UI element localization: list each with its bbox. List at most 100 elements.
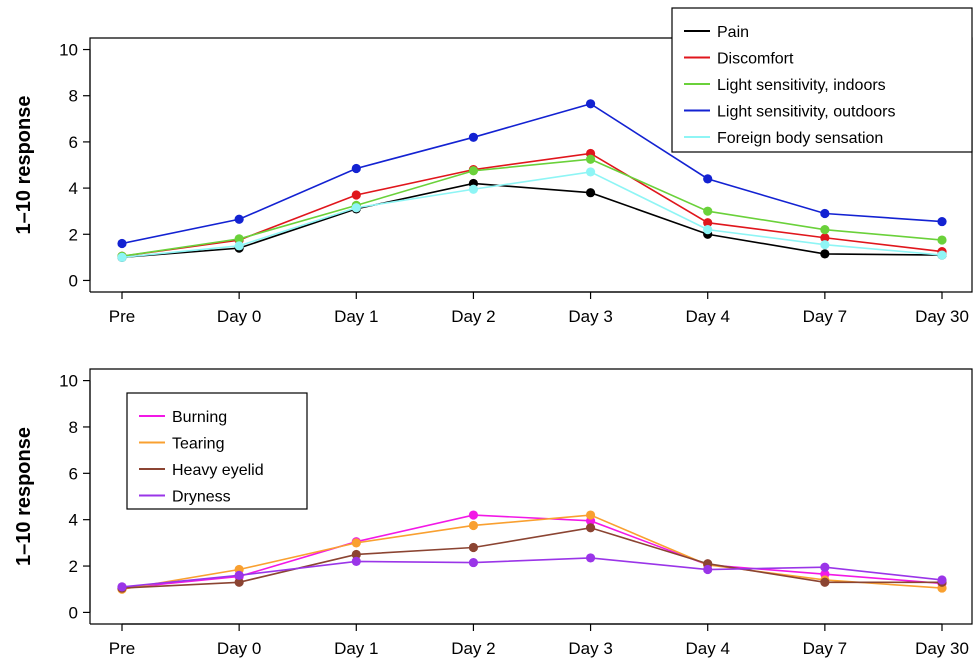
data-point xyxy=(468,542,479,553)
data-point xyxy=(468,510,479,520)
legend-box xyxy=(671,7,973,153)
legend-label: Tearing xyxy=(172,436,224,453)
data-point xyxy=(585,553,596,563)
data-point xyxy=(820,562,830,572)
y-axis-label: 1–10 response xyxy=(13,427,35,566)
y-tick-label: 10 xyxy=(59,41,78,60)
y-tick-label: 6 xyxy=(69,464,78,483)
data-point xyxy=(820,208,830,219)
data-point xyxy=(351,549,361,560)
data-point xyxy=(937,575,947,585)
chart-panel-bottom: 0 2 4 6 8 10 Pre Day 0 Day 1 Day 2 Day 3 Day 4 Day 7… xyxy=(13,368,973,658)
legend-label: Light sensitivity, indoors xyxy=(717,77,886,94)
plot-frame xyxy=(89,368,973,625)
y-tick-label: 8 xyxy=(69,87,78,106)
data-point xyxy=(234,570,244,580)
data-point xyxy=(234,241,244,251)
data-point xyxy=(468,557,479,568)
data-point xyxy=(820,233,830,243)
chart-panel-top: 0 2 4 6 8 10 Pre Day 0 Day 1 Day 2 Day 3 Day 4 Day 7… xyxy=(13,7,973,326)
x-tick-label: Day 30 xyxy=(915,307,969,326)
x-tick-label: Day 1 xyxy=(334,307,378,326)
data-point xyxy=(820,577,830,587)
legend-label: Discomfort xyxy=(717,51,794,68)
data-point xyxy=(234,234,244,244)
y-tick-label: 0 xyxy=(69,603,78,622)
data-point xyxy=(703,174,713,184)
series-line xyxy=(121,557,943,588)
y-tick-label: 8 xyxy=(69,418,78,437)
data-point xyxy=(468,184,479,194)
legend-label: Dryness xyxy=(172,489,231,506)
data-point xyxy=(468,520,479,531)
data-point xyxy=(351,190,361,200)
x-tick-label: Day 4 xyxy=(686,639,730,658)
series-line xyxy=(121,102,943,245)
series-tearing xyxy=(117,510,947,594)
data-point xyxy=(937,216,947,227)
series-line xyxy=(121,152,943,258)
x-tick-label: Day 1 xyxy=(334,639,378,658)
x-tick-label: Day 30 xyxy=(915,639,969,658)
data-point xyxy=(820,249,830,259)
legend: Pain Discomfort Light sensitivity, indoors… xyxy=(671,7,973,153)
data-point xyxy=(820,225,830,235)
y-tick-label: 6 xyxy=(69,133,78,152)
series-light-sensitivity-outdoors xyxy=(117,99,947,249)
x-tick-label: Day 4 xyxy=(686,307,730,326)
x-tick-label: Day 3 xyxy=(568,639,612,658)
legend-label: Heavy eyelid xyxy=(172,462,264,479)
data-point xyxy=(468,132,479,142)
data-point xyxy=(468,166,479,176)
legend-label: Burning xyxy=(172,409,227,426)
data-point xyxy=(234,577,244,587)
legend-box xyxy=(126,392,308,510)
data-point xyxy=(351,538,361,548)
data-point xyxy=(585,167,596,177)
data-point xyxy=(585,523,596,533)
y-tick-label: 0 xyxy=(69,271,78,290)
data-point xyxy=(703,206,713,216)
x-tick-label: Day 7 xyxy=(803,639,847,658)
data-point xyxy=(117,238,127,249)
series-line xyxy=(121,514,943,591)
legend-label: Foreign body sensation xyxy=(717,130,883,147)
legend: Burning Tearing Heavy eyelid Dryness xyxy=(126,392,308,510)
y-axis-label: 1–10 response xyxy=(13,96,35,235)
data-point xyxy=(703,218,713,228)
y-tick-label: 4 xyxy=(69,179,78,198)
y-tick-label: 2 xyxy=(69,557,78,576)
x-tick-label: Day 0 xyxy=(217,639,261,658)
data-point xyxy=(585,154,596,164)
series-foreign-body-sensation xyxy=(117,167,947,262)
data-point xyxy=(234,214,244,224)
x-tick-label: Pre xyxy=(109,307,135,326)
y-tick-label: 10 xyxy=(59,372,78,391)
series-heavy-eyelid xyxy=(117,523,947,593)
data-point xyxy=(351,163,361,174)
data-point xyxy=(937,250,947,260)
x-tick-label: Day 0 xyxy=(217,307,261,326)
data-point xyxy=(820,240,830,250)
data-point xyxy=(117,582,127,592)
y-tick-label: 4 xyxy=(69,511,78,530)
data-point xyxy=(585,510,596,520)
legend-label: Light sensitivity, outdoors xyxy=(717,104,895,121)
series-line xyxy=(121,158,943,258)
legend-label: Pain xyxy=(717,24,749,41)
x-tick-label: Day 7 xyxy=(803,307,847,326)
x-tick-label: Day 2 xyxy=(451,307,495,326)
series-line xyxy=(121,182,943,259)
data-point xyxy=(351,203,361,213)
data-point xyxy=(937,235,947,245)
data-point xyxy=(117,252,127,262)
x-tick-label: Day 3 xyxy=(568,307,612,326)
y-tick-label: 2 xyxy=(69,225,78,244)
data-point xyxy=(585,188,596,198)
data-point xyxy=(703,225,713,235)
x-tick-label: Pre xyxy=(109,639,135,658)
data-point xyxy=(703,564,713,575)
data-point xyxy=(351,556,361,567)
x-tick-label: Day 2 xyxy=(451,639,495,658)
